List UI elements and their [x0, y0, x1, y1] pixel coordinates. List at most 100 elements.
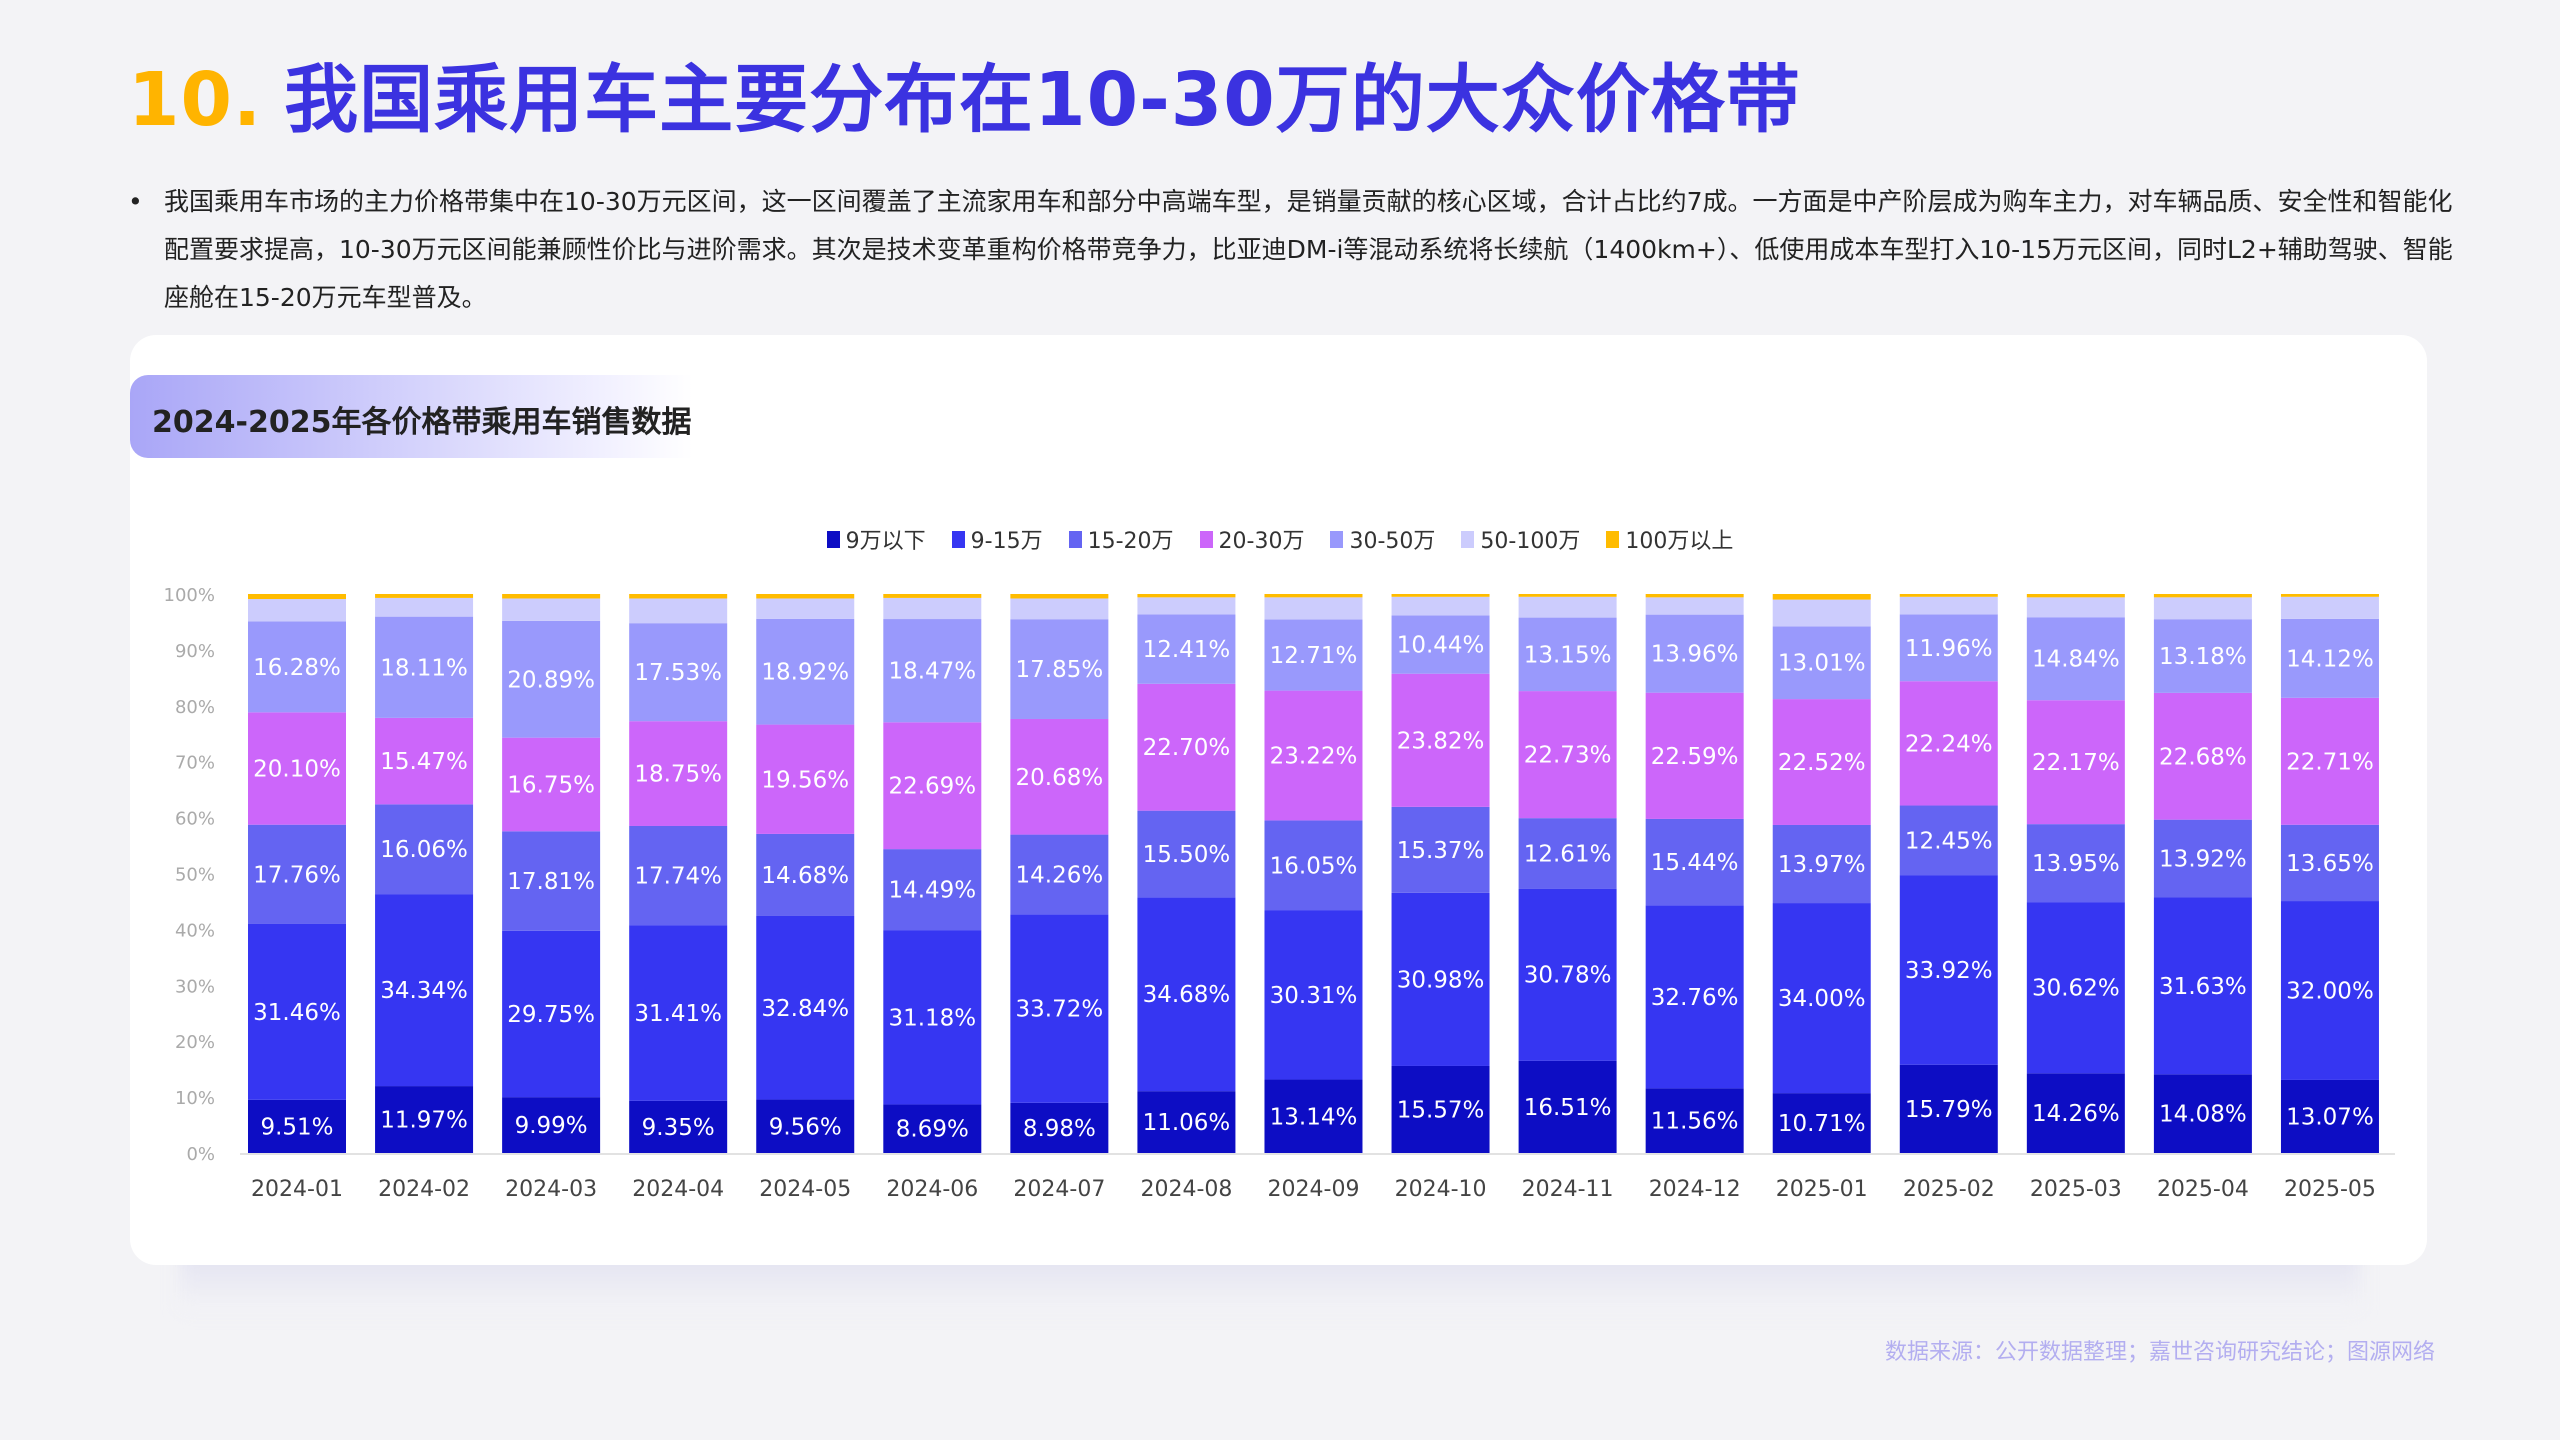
data-label: 31.41%	[634, 1001, 722, 1027]
bar-segment	[1645, 905, 1744, 1089]
bar-segment	[1010, 718, 1109, 835]
legend-item[interactable]: 9-15万	[951, 523, 1043, 555]
data-label: 18.92%	[761, 660, 849, 686]
bar-segment	[1010, 834, 1109, 915]
bar-segment	[1137, 897, 1236, 1092]
bar-segment	[375, 616, 474, 718]
data-label: 32.76%	[1651, 985, 1739, 1011]
legend-item[interactable]: 50-100万	[1461, 523, 1580, 555]
x-tick-label: 2024-11	[1522, 1177, 1614, 1202]
title-number: 10.	[128, 57, 263, 143]
summary-text: 我国乘用车市场的主力价格带集中在10-30万元区间，这一区间覆盖了主流家用车和部…	[164, 187, 2453, 312]
bar-segment	[1518, 818, 1617, 889]
summary-paragraph: • 我国乘用车市场的主力价格带集中在10-30万元区间，这一区间覆盖了主流家用车…	[128, 178, 2458, 322]
data-label: 30.98%	[1397, 967, 1485, 993]
legend-swatch	[1330, 530, 1344, 548]
data-label: 30.78%	[1524, 963, 1612, 989]
data-label: 15.44%	[1651, 850, 1739, 876]
bar-segment	[629, 721, 728, 826]
chart-header: 2024-2025年各价格带乘用车销售数据	[130, 375, 693, 458]
bar-segment	[756, 724, 855, 834]
chart-legend: 9万以下 9-15万 15-20万 20-30万 30-50万 50-100万 100万以上	[0, 523, 2560, 555]
data-label: 14.08%	[2159, 1102, 2247, 1128]
bar-segment	[629, 623, 728, 722]
bar-segment	[883, 619, 982, 723]
data-label: 12.71%	[1270, 643, 1358, 669]
bar-segment	[375, 717, 474, 805]
data-label: 22.69%	[888, 774, 976, 800]
data-source: 数据来源：公开数据整理；嘉世咨询研究结论；图源网络	[1884, 1340, 2435, 1365]
legend-item[interactable]: 100万以上	[1606, 523, 1733, 555]
data-label: 8.98%	[1023, 1116, 1096, 1142]
bar-segment	[1137, 810, 1236, 898]
bar-segment	[1645, 1088, 1744, 1153]
data-label: 15.79%	[1905, 1097, 1993, 1123]
bar-segment	[2026, 1073, 2125, 1153]
data-label: 14.26%	[1016, 862, 1104, 888]
bar-segment	[248, 923, 346, 1100]
data-label: 11.56%	[1651, 1109, 1739, 1135]
bar-segment	[1899, 805, 1998, 876]
y-tick-label: 0%	[186, 1144, 215, 1165]
legend-swatch	[826, 530, 840, 548]
title-text: 我国乘用车主要分布在10-30万的大众价格带	[284, 57, 1801, 143]
data-label: 18.75%	[634, 762, 722, 788]
bar-segment	[1645, 614, 1744, 693]
x-tick-label: 2024-06	[886, 1177, 978, 1202]
data-label: 14.12%	[2286, 646, 2374, 672]
bar-segment	[2280, 596, 2379, 619]
data-label: 13.01%	[1778, 651, 1866, 677]
bar-segment	[248, 824, 346, 924]
data-label: 33.92%	[1905, 958, 1993, 984]
bar-segment	[756, 915, 855, 1100]
bar-segment	[1518, 888, 1617, 1061]
data-label: 34.68%	[1143, 982, 1231, 1008]
data-label: 22.52%	[1778, 750, 1866, 776]
x-tick-label: 2024-08	[1140, 1177, 1232, 1202]
bar-segment	[2280, 901, 2379, 1080]
legend-swatch	[1068, 530, 1082, 548]
x-tick-label: 2024-07	[1013, 1177, 1105, 1202]
data-label: 15.47%	[380, 749, 468, 775]
bar-segment	[1391, 615, 1490, 674]
data-label: 19.56%	[761, 767, 849, 793]
bar-segment	[1645, 818, 1744, 906]
bar-segment	[375, 597, 474, 617]
data-label: 13.14%	[1270, 1104, 1358, 1130]
legend-label: 100万以上	[1625, 529, 1734, 554]
x-tick-label: 2024-03	[505, 1177, 597, 1202]
bar-segment	[248, 594, 346, 600]
x-tick-label: 2024-05	[759, 1177, 851, 1202]
bar-segment	[2280, 824, 2379, 902]
bar-segment	[1391, 596, 1490, 616]
legend-item[interactable]: 30-50万	[1330, 523, 1435, 555]
bar-segment	[756, 598, 855, 619]
bar-segment	[1264, 820, 1363, 911]
data-label: 20.10%	[253, 757, 341, 783]
data-label: 13.18%	[2159, 644, 2247, 670]
data-label: 13.07%	[2286, 1104, 2374, 1130]
data-label: 23.22%	[1270, 743, 1358, 769]
legend-item[interactable]: 15-20万	[1068, 523, 1174, 555]
data-label: 15.50%	[1143, 842, 1231, 868]
bar-segment	[1645, 597, 1744, 615]
data-label: 16.75%	[507, 772, 595, 798]
data-label: 14.26%	[2032, 1101, 2120, 1127]
bar-segment	[1391, 806, 1490, 893]
data-label: 22.17%	[2032, 750, 2120, 776]
data-label: 22.71%	[2286, 749, 2374, 775]
bar-segment	[248, 712, 346, 825]
data-label: 34.34%	[380, 978, 468, 1004]
bullet-marker: •	[128, 187, 143, 216]
bar-segment	[1391, 892, 1490, 1066]
data-label: 16.51%	[1524, 1095, 1612, 1121]
bar-segment	[1772, 699, 1871, 825]
bar-segment	[1772, 824, 1871, 904]
bar-segment	[1899, 594, 1998, 597]
legend-item[interactable]: 9万以下	[826, 523, 926, 555]
data-label: 16.06%	[380, 837, 468, 863]
data-label: 12.61%	[1524, 841, 1612, 867]
bar-segment	[248, 621, 346, 713]
bar-segment	[1899, 1064, 1998, 1153]
legend-item[interactable]: 20-30万	[1199, 523, 1304, 555]
